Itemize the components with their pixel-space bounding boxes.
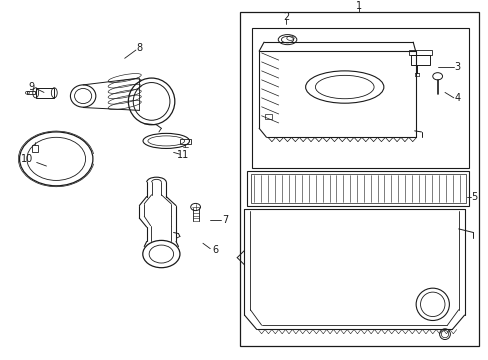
Bar: [251, 28, 468, 168]
Bar: [250, 174, 465, 203]
Bar: [32, 144, 38, 152]
Text: 8: 8: [136, 42, 142, 53]
Text: 4: 4: [453, 93, 459, 103]
Text: 3: 3: [453, 62, 459, 72]
Bar: [180, 139, 190, 144]
Text: 2: 2: [283, 12, 288, 22]
Ellipse shape: [278, 35, 296, 45]
Text: 10: 10: [20, 154, 33, 164]
Text: 6: 6: [212, 246, 218, 256]
Text: 7: 7: [222, 215, 227, 225]
Bar: [239, 12, 478, 346]
Text: 11: 11: [177, 150, 189, 160]
Bar: [36, 88, 54, 98]
Bar: [27, 91, 35, 94]
Bar: [408, 50, 431, 55]
Text: 5: 5: [470, 192, 476, 202]
Bar: [264, 114, 271, 120]
Text: 9: 9: [29, 82, 35, 92]
Text: 1: 1: [356, 1, 362, 11]
Bar: [246, 171, 468, 206]
Circle shape: [190, 203, 200, 211]
Bar: [410, 55, 429, 66]
